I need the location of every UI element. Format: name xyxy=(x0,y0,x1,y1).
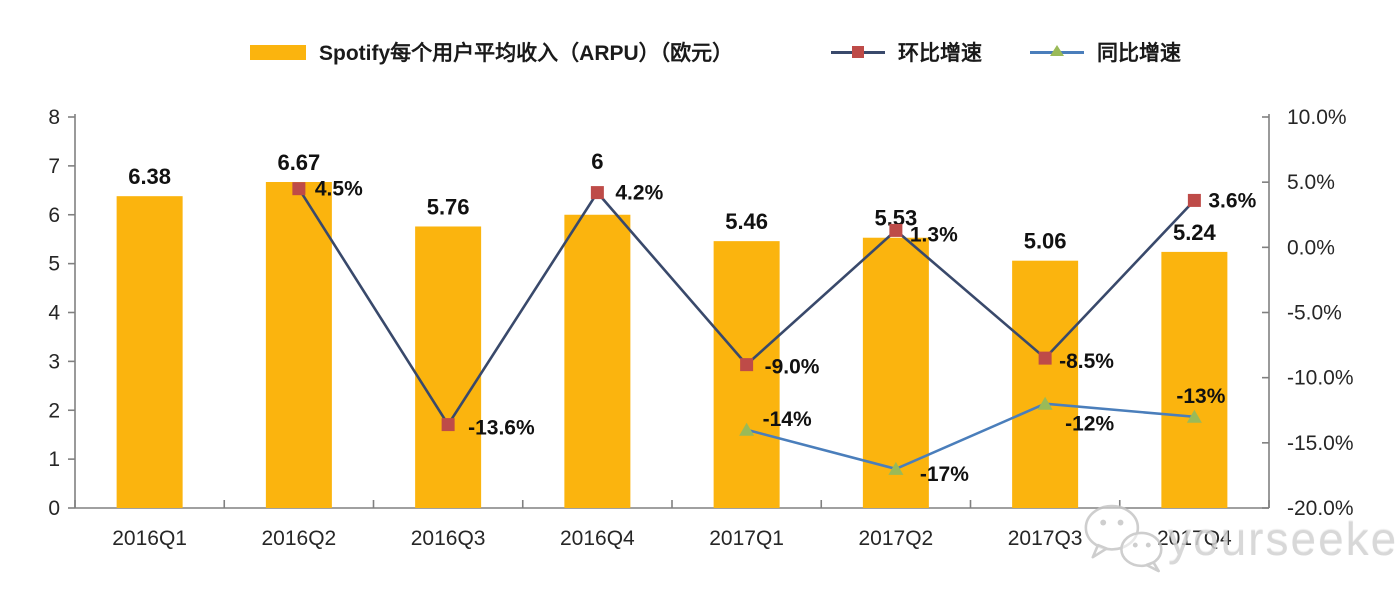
legend-label-qoq: 环比增速 xyxy=(898,42,982,65)
category-label: 2017Q1 xyxy=(709,527,784,550)
qoq-marker xyxy=(441,418,455,432)
arpu-bar xyxy=(265,182,332,508)
qoq-marker xyxy=(292,182,306,196)
bar-value-label: 5.76 xyxy=(427,194,470,219)
legend-label-arpu: Spotify每个用户平均收入（ARPU）（欧元） xyxy=(319,42,734,65)
arpu-bar xyxy=(415,226,482,509)
yoy-point-label: -13% xyxy=(1176,385,1225,408)
qoq-point-label: 4.5% xyxy=(315,178,363,201)
arpu-bar xyxy=(713,241,780,508)
right-axis-tick-label: 0.0% xyxy=(1287,236,1335,259)
left-axis-tick-label: 0 xyxy=(48,497,60,520)
category-label: 2016Q4 xyxy=(560,527,635,550)
qoq-point-label: 1.3% xyxy=(910,223,958,246)
qoq-marker xyxy=(1038,351,1052,365)
category-label: 2016Q1 xyxy=(112,527,187,550)
left-axis-tick-label: 5 xyxy=(48,253,60,276)
bar-value-label: 5.06 xyxy=(1024,229,1067,254)
arpu-bar xyxy=(1012,260,1079,508)
qoq-point-label: -13.6% xyxy=(468,417,535,440)
qoq-marker xyxy=(740,358,754,372)
left-axis-tick-label: 7 xyxy=(48,155,60,178)
legend-item-yoy: 同比增速 xyxy=(1030,38,1181,66)
bar-value-label: 6 xyxy=(591,149,603,174)
bar-value-label: 5.24 xyxy=(1173,220,1217,245)
yoy-marker xyxy=(1037,396,1053,410)
left-axis-tick-label: 4 xyxy=(48,302,60,325)
qoq-line-swatch xyxy=(831,45,885,58)
bar-value-label: 6.38 xyxy=(128,164,171,189)
square-marker-icon xyxy=(852,45,864,58)
bar-series-swatch xyxy=(250,44,306,60)
legend-item-arpu: Spotify每个用户平均收入（ARPU）（欧元） xyxy=(250,38,733,66)
triangle-marker-icon xyxy=(1050,44,1064,56)
chart-legend: Spotify每个用户平均收入（ARPU）（欧元） 环比增速 同比增速 xyxy=(0,38,1399,66)
yoy-marker xyxy=(888,461,904,475)
yoy-line-swatch xyxy=(1030,44,1084,56)
yoy-point-label: -12% xyxy=(1065,413,1114,436)
legend-item-qoq: 环比增速 xyxy=(831,38,982,66)
left-axis-tick-label: 3 xyxy=(48,350,60,373)
qoq-point-label: 4.2% xyxy=(615,182,663,205)
category-label: 2016Q3 xyxy=(411,527,486,550)
right-axis-tick-label: 5.0% xyxy=(1287,171,1335,194)
qoq-point-label: 3.6% xyxy=(1208,189,1256,212)
right-axis-tick-label: -15.0% xyxy=(1287,432,1354,455)
arpu-bar xyxy=(1161,251,1228,508)
right-axis-tick-label: -5.0% xyxy=(1287,302,1342,325)
bar-value-label: 6.67 xyxy=(277,150,320,175)
category-label: 2017Q2 xyxy=(859,527,934,550)
left-axis-tick-label: 6 xyxy=(48,204,60,227)
left-axis-tick-label: 2 xyxy=(48,399,60,422)
qoq-point-label: -9.0% xyxy=(765,356,820,379)
category-label: 2017Q4 xyxy=(1157,527,1232,550)
legend-label-yoy: 同比增速 xyxy=(1097,42,1181,65)
right-axis-tick-label: 10.0% xyxy=(1287,106,1347,129)
arpu-bar xyxy=(116,196,183,509)
qoq-marker xyxy=(889,223,903,237)
right-axis-tick-label: -10.0% xyxy=(1287,367,1354,390)
qoq-marker xyxy=(1187,193,1201,207)
yoy-marker xyxy=(1186,409,1202,423)
left-axis-tick-label: 8 xyxy=(48,106,60,129)
bar-value-label: 5.46 xyxy=(725,209,768,234)
qoq-marker xyxy=(590,186,604,200)
yoy-line xyxy=(746,402,1195,471)
category-label: 2017Q3 xyxy=(1008,527,1083,550)
yoy-point-label: -17% xyxy=(920,463,969,486)
yoy-point-label: -14% xyxy=(763,408,812,431)
qoq-point-label: -8.5% xyxy=(1059,350,1114,373)
arpu-bar xyxy=(564,214,631,508)
left-axis-tick-label: 1 xyxy=(48,448,60,471)
right-axis-tick-label: -20.0% xyxy=(1287,497,1354,520)
yoy-marker xyxy=(739,422,755,436)
category-label: 2016Q2 xyxy=(262,527,337,550)
